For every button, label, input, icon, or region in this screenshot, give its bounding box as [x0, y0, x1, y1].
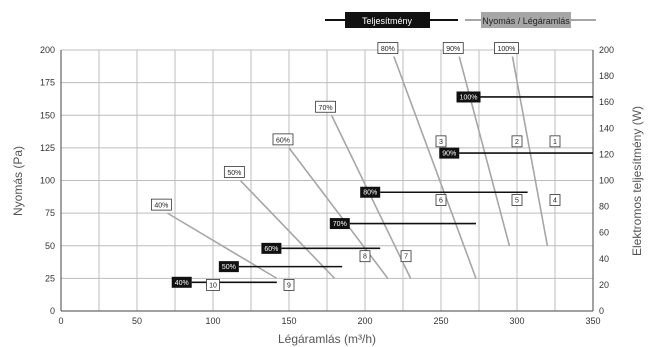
- pressure-label: 50%: [227, 170, 241, 177]
- pressure-label: 60%: [276, 137, 290, 144]
- legend: Teljesítmény Nyomás / Légáramlás: [325, 12, 596, 28]
- y2-axis-title: Elektromos teljesítmény (W): [630, 106, 644, 256]
- operating-point-box: [549, 135, 561, 148]
- operating-point-box: [435, 194, 447, 206]
- power-lines: 40% 50% 60% 70% 80% 90% 100%: [171, 91, 593, 288]
- y-tick-label: 100: [40, 176, 55, 186]
- y2-tick-label: 60: [599, 228, 609, 238]
- pressure-curve: [239, 179, 336, 279]
- y2-tick-label: 180: [599, 71, 614, 81]
- operating-point-box: [206, 278, 220, 291]
- power-label-box: [360, 186, 381, 198]
- x-axis-title: Légáramlás (m³/h): [278, 332, 376, 346]
- pressure-label: 90%: [446, 46, 460, 53]
- y2-tick-label: 200: [599, 45, 614, 55]
- operating-point-box: [400, 250, 412, 263]
- power-label-box: [439, 147, 460, 159]
- y-axis-title: Nyomás (Pa): [11, 146, 25, 216]
- operating-point-label: 10: [209, 282, 217, 289]
- operating-point-box: [511, 194, 523, 206]
- operating-point-label: 9: [287, 282, 291, 289]
- operating-point-label: 3: [439, 139, 443, 146]
- pressure-label-box: [494, 42, 519, 54]
- operating-points: 1 2 3 4 5 6 7 8 9 10: [206, 135, 561, 291]
- operating-point-label: 5: [515, 198, 519, 205]
- pressure-curves: 40% 50% 60% 70% 80% 90% 100%: [150, 42, 549, 280]
- legend-pressure-swatch: [481, 12, 571, 28]
- legend-power-swatch: [345, 12, 430, 28]
- y-tick-label: 125: [40, 143, 55, 153]
- power-label-box: [329, 218, 350, 230]
- y2-tick-label: 160: [599, 97, 614, 107]
- legend-pressure-label: Nyomás / Légáramlás: [482, 16, 570, 26]
- x-tick-label: 300: [509, 316, 524, 326]
- power-label-box: [456, 91, 481, 103]
- pressure-label-box: [150, 198, 172, 211]
- pressure-curve: [288, 147, 389, 279]
- y2-tick-label: 120: [599, 149, 614, 159]
- x-tick-label: 50: [132, 316, 142, 326]
- power-label: 50%: [222, 264, 236, 271]
- pressure-label-box: [377, 42, 399, 54]
- operating-point-box: [359, 250, 371, 263]
- axes: 0 50 100 150 200 250 300 3500255075100125150175…: [40, 45, 614, 326]
- operating-point-label: 2: [515, 139, 519, 146]
- operating-point-box: [435, 135, 447, 148]
- y2-tick-label: 100: [599, 176, 614, 186]
- power-label: 90%: [442, 151, 456, 158]
- operating-point-label: 6: [439, 198, 443, 205]
- operating-point-label: 4: [553, 198, 557, 205]
- pressure-label-box: [442, 42, 464, 54]
- power-label: 70%: [333, 221, 347, 228]
- operating-point-label: 7: [404, 254, 408, 261]
- operating-point-box: [511, 135, 523, 148]
- x-tick-label: 250: [433, 316, 448, 326]
- operating-point-label: 8: [363, 254, 367, 261]
- x-tick-label: 150: [281, 316, 296, 326]
- y-tick-label: 150: [40, 110, 55, 120]
- y-tick-label: 0: [50, 306, 55, 316]
- x-tick-label: 100: [205, 316, 220, 326]
- power-label-box: [261, 242, 282, 254]
- y2-tick-label: 40: [599, 254, 609, 264]
- operating-point-box: [549, 194, 561, 206]
- pressure-label-box: [223, 166, 245, 178]
- power-label: 80%: [363, 190, 377, 197]
- pressure-label-box: [315, 100, 336, 113]
- y2-tick-label: 0: [599, 306, 604, 316]
- operating-point-label: 1: [553, 139, 557, 146]
- pressure-curve: [166, 212, 278, 280]
- y2-tick-label: 20: [599, 280, 609, 290]
- pressure-curve: [511, 56, 549, 246]
- power-label: 40%: [175, 280, 189, 287]
- pressure-curve: [393, 56, 477, 279]
- x-tick-label: 350: [585, 316, 600, 326]
- power-label: 100%: [460, 94, 478, 101]
- pressure-label-box: [272, 133, 294, 146]
- operating-point-box: [283, 278, 295, 291]
- pressure-label: 70%: [319, 105, 333, 112]
- y2-tick-label: 140: [599, 123, 614, 133]
- y-tick-label: 175: [40, 78, 55, 88]
- pressure-label: 100%: [497, 46, 515, 53]
- legend-power-label: Teljesítmény: [362, 16, 413, 26]
- power-label-box: [218, 261, 239, 273]
- pressure-label: 40%: [154, 203, 168, 210]
- y-tick-label: 25: [45, 273, 55, 283]
- y-tick-label: 50: [45, 241, 55, 251]
- power-label: 60%: [264, 246, 278, 253]
- x-tick-label: 200: [357, 316, 372, 326]
- pressure-label: 80%: [381, 46, 395, 53]
- x-tick-label: 0: [58, 316, 63, 326]
- pressure-curve: [458, 56, 511, 246]
- y-tick-label: 75: [45, 208, 55, 218]
- grid: [60, 49, 594, 312]
- power-label-box: [171, 276, 192, 288]
- y-tick-label: 200: [40, 45, 55, 55]
- y2-tick-label: 80: [599, 202, 609, 212]
